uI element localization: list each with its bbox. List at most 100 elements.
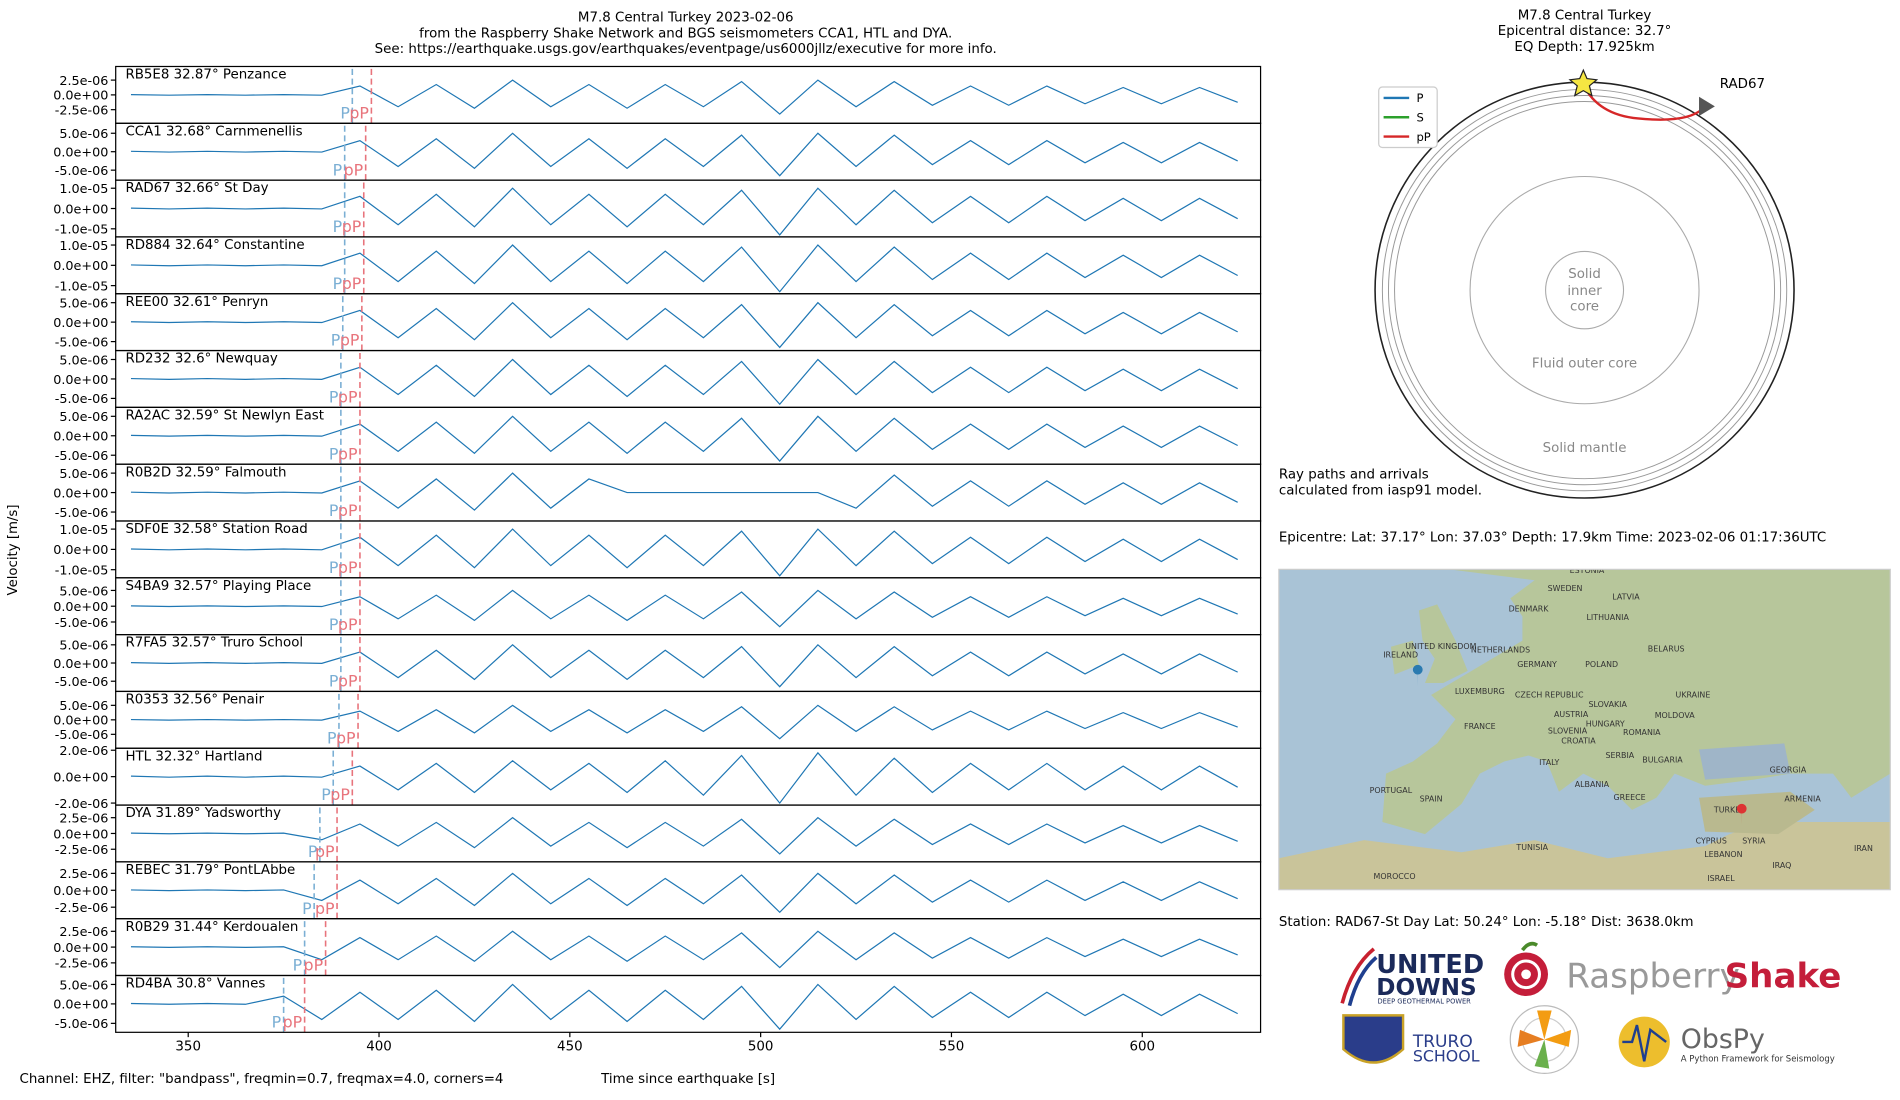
logo-text: DOWNS: [1376, 975, 1476, 1001]
y-tick-label: 0.0e+00: [53, 430, 108, 445]
y-axis-label: Velocity [m/s]: [6, 505, 21, 596]
arrival-label: P: [329, 672, 339, 691]
map-label: ISRAEL: [1707, 874, 1735, 883]
waveform: [130, 244, 1238, 293]
map-label: POLAND: [1585, 660, 1618, 669]
waveform: [130, 643, 1238, 688]
waveform: [130, 472, 1238, 511]
y-tick-label: 5.0e-06: [59, 297, 108, 312]
x-tick-label: 400: [366, 1039, 392, 1054]
map-label: BELARUS: [1648, 645, 1685, 654]
arrival-label: pP: [330, 785, 350, 804]
y-tick-label: 0.0e+00: [53, 146, 108, 161]
arrival-label: pP: [349, 104, 369, 123]
waveform: [130, 415, 1238, 462]
y-tick-label: 5.0e-06: [59, 639, 108, 654]
y-tick-label: 0.0e+00: [53, 771, 108, 786]
y-tick-label: 1.0e-05: [59, 239, 108, 254]
trace-label: SDF0E 32.58° Station Road: [125, 522, 307, 537]
y-tick-label: 0.0e+00: [53, 373, 108, 388]
epicentre-info: Epicentre: Lat: 37.17° Lon: 37.03° Depth…: [1279, 531, 1826, 546]
map-land: [1390, 640, 1419, 675]
arrival-label: P: [329, 444, 339, 463]
arrival-label: P: [329, 615, 339, 634]
logo-truro: TRURO SCHOOL: [1342, 1014, 1480, 1065]
arrival-label: P: [331, 331, 341, 350]
arrival-label: P: [308, 842, 318, 861]
y-tick-label: 5.0e-06: [59, 699, 108, 714]
arrival-label: P: [329, 501, 339, 520]
map-label: MOLDOVA: [1655, 711, 1696, 720]
arrival-label: P: [327, 728, 337, 747]
inner-core: [1545, 250, 1625, 330]
legend-label: pP: [1416, 130, 1430, 144]
logo-united-downs: UNITED DOWNS DEEP GEOTHERMAL POWER: [1340, 947, 1484, 1007]
map-label: ITALY: [1539, 758, 1559, 767]
y-tick-label: -5.0e-06: [55, 164, 109, 179]
chart-subtitle: from the Raspberry Shake Network and BGS…: [419, 27, 952, 42]
map-label: HUNGARY: [1586, 720, 1625, 729]
y-tick-label: 0.0e+00: [53, 600, 108, 615]
y-tick-label: 5.0e-06: [59, 978, 108, 993]
y-tick-label: -1.0e-05: [55, 564, 109, 579]
y-tick-label: -1.0e-05: [55, 223, 109, 238]
ray-path: [1582, 84, 1704, 121]
map-label: TUNISIA: [1515, 843, 1548, 852]
y-tick-label: -2.5e-06: [55, 957, 109, 972]
map-land: [1418, 604, 1468, 683]
arrival-label: pP: [336, 728, 356, 747]
black-sea: [1699, 743, 1791, 780]
trace-label: RA2AC 32.59° St Newlyn East: [125, 408, 324, 423]
x-tick-label: 600: [1129, 1039, 1155, 1054]
map-label: GREECE: [1614, 793, 1646, 802]
y-tick-label: 1.0e-05: [59, 523, 108, 538]
arrival-label: pP: [338, 672, 358, 691]
trace-label: REBEC 31.79° PontLAbbe: [125, 863, 295, 878]
x-tick-label: 550: [939, 1039, 965, 1054]
map-label: AUSTRIA: [1554, 710, 1589, 719]
ray-title: M7.8 Central Turkey: [1518, 8, 1652, 23]
y-tick-label: -5.0e-06: [55, 728, 109, 743]
station-pin: [1412, 664, 1423, 687]
map-label: SERBIA: [1606, 751, 1635, 760]
arrival-label: pP: [315, 842, 335, 861]
station-marker: [1699, 96, 1715, 117]
map-label: SYRIA: [1742, 837, 1766, 846]
y-tick-label: -5.0e-06: [55, 449, 109, 464]
epicentre-pin: [1736, 803, 1747, 826]
channel-info: Channel: EHZ, filter: "bandpass", freqmi…: [19, 1072, 503, 1087]
arrival-label: P: [302, 899, 312, 918]
trace-label: HTL 32.32° Hartland: [125, 749, 262, 764]
logo-obspy: ObsPy A Python Framework for Seismology: [1618, 1016, 1835, 1068]
logo-text: Raspberry: [1566, 957, 1739, 997]
map-label: LUXEMBURG: [1455, 687, 1505, 696]
y-tick-label: -2.5e-06: [55, 901, 109, 916]
y-tick-label: 0.0e+00: [53, 941, 108, 956]
y-tick-label: -2.5e-06: [55, 104, 109, 119]
chart-title: M7.8 Central Turkey 2023-02-06: [578, 11, 794, 26]
y-tick-label: -5.0e-06: [55, 1017, 109, 1032]
map-label: ESTONIA: [1570, 566, 1605, 575]
chart-subtitle: See: https://earthquake.usgs.gov/earthqu…: [375, 42, 997, 57]
y-tick-label: 0.0e+00: [53, 827, 108, 842]
outer-core: [1469, 175, 1700, 405]
logo-text: DEEP GEOTHERMAL POWER: [1378, 997, 1472, 1005]
region-label: Solid: [1568, 267, 1601, 282]
y-tick-label: 0.0e+00: [53, 714, 108, 729]
map-label: ROMANIA: [1623, 728, 1661, 737]
arrival-label: pP: [338, 444, 358, 463]
y-tick-label: 0.0e+00: [53, 657, 108, 672]
waveform: [130, 704, 1238, 740]
y-tick-label: 5.0e-06: [59, 467, 108, 482]
waveform: [130, 983, 1238, 1031]
region-label: Fluid outer core: [1532, 357, 1637, 372]
y-tick-label: -1.0e-05: [55, 279, 109, 294]
y-tick-label: -5.0e-06: [55, 616, 109, 631]
arrival-label: P: [340, 104, 350, 123]
map-label: IRAQ: [1772, 861, 1791, 870]
x-axis-label: Time since earthquake [s]: [600, 1072, 775, 1087]
arrival-label: P: [329, 388, 339, 407]
x-tick-label: 350: [175, 1039, 201, 1054]
y-tick-label: 2.5e-06: [59, 925, 108, 940]
map-label: CYPRUS: [1696, 837, 1727, 846]
